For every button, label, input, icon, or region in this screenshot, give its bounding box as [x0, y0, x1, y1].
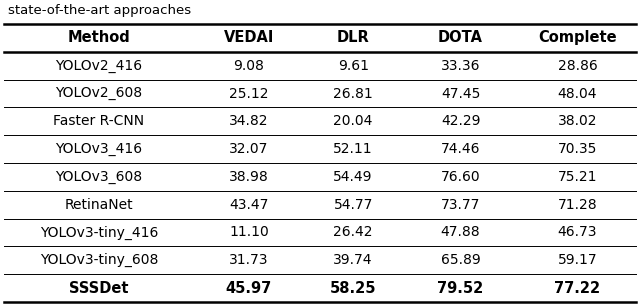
- Text: 77.22: 77.22: [554, 281, 600, 296]
- Text: 47.88: 47.88: [441, 226, 481, 240]
- Text: 46.73: 46.73: [558, 226, 597, 240]
- Text: RetinaNet: RetinaNet: [65, 198, 133, 212]
- Text: 42.29: 42.29: [441, 114, 481, 128]
- Text: 73.77: 73.77: [441, 198, 480, 212]
- Text: Method: Method: [67, 30, 130, 45]
- Text: Faster R-CNN: Faster R-CNN: [53, 114, 145, 128]
- Text: SSSDet: SSSDet: [69, 281, 129, 296]
- Text: 9.08: 9.08: [234, 59, 264, 73]
- Text: 25.12: 25.12: [229, 87, 269, 100]
- Text: 74.46: 74.46: [441, 142, 481, 156]
- Text: YOLOv2_416: YOLOv2_416: [55, 59, 142, 73]
- Text: YOLOv3-tiny_608: YOLOv3-tiny_608: [40, 253, 158, 267]
- Text: 54.49: 54.49: [333, 170, 373, 184]
- Text: 45.97: 45.97: [226, 281, 272, 296]
- Text: 76.60: 76.60: [441, 170, 481, 184]
- Text: 33.36: 33.36: [441, 59, 481, 73]
- Text: DLR: DLR: [337, 30, 369, 45]
- Text: YOLOv3_416: YOLOv3_416: [55, 142, 142, 156]
- Text: 26.42: 26.42: [333, 226, 373, 240]
- Text: 9.61: 9.61: [338, 59, 369, 73]
- Text: 11.10: 11.10: [229, 226, 269, 240]
- Text: 43.47: 43.47: [229, 198, 269, 212]
- Text: 20.04: 20.04: [333, 114, 373, 128]
- Text: YOLOv3_608: YOLOv3_608: [55, 170, 142, 184]
- Text: 75.21: 75.21: [558, 170, 597, 184]
- Text: 31.73: 31.73: [229, 253, 269, 267]
- Text: 47.45: 47.45: [441, 87, 480, 100]
- Text: 52.11: 52.11: [333, 142, 373, 156]
- Text: 54.77: 54.77: [333, 198, 373, 212]
- Text: 70.35: 70.35: [558, 142, 597, 156]
- Text: 58.25: 58.25: [330, 281, 376, 296]
- Text: 38.98: 38.98: [229, 170, 269, 184]
- Text: 34.82: 34.82: [229, 114, 269, 128]
- Text: YOLOv2_608: YOLOv2_608: [55, 87, 142, 100]
- Text: 28.86: 28.86: [557, 59, 597, 73]
- Text: 48.04: 48.04: [558, 87, 597, 100]
- Text: YOLOv3-tiny_416: YOLOv3-tiny_416: [40, 226, 158, 240]
- Text: 59.17: 59.17: [557, 253, 597, 267]
- Text: 38.02: 38.02: [558, 114, 597, 128]
- Text: Complete: Complete: [538, 30, 617, 45]
- Text: 65.89: 65.89: [441, 253, 481, 267]
- Text: 39.74: 39.74: [333, 253, 373, 267]
- Text: 71.28: 71.28: [557, 198, 597, 212]
- Text: VEDAI: VEDAI: [224, 30, 274, 45]
- Text: state-of-the-art approaches: state-of-the-art approaches: [8, 4, 191, 17]
- Text: DOTA: DOTA: [438, 30, 483, 45]
- Text: 26.81: 26.81: [333, 87, 373, 100]
- Text: 79.52: 79.52: [438, 281, 484, 296]
- Text: 32.07: 32.07: [229, 142, 269, 156]
